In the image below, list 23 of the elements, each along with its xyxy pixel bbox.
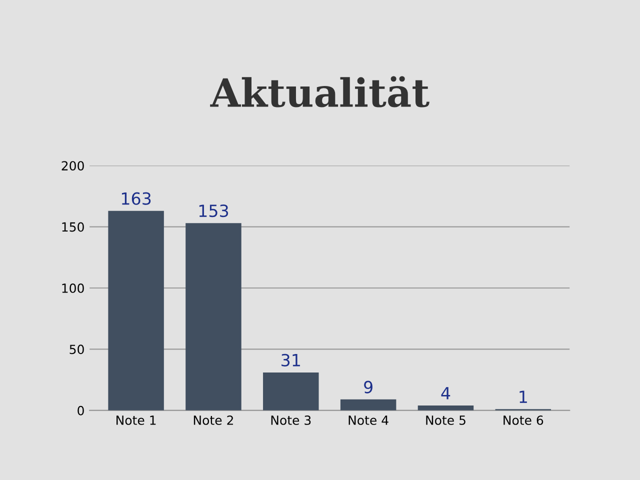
bar [108,210,164,410]
y-tick-label: 0 [78,406,84,416]
y-tick-label: 150 [62,222,84,232]
data-label: 9 [364,380,372,394]
data-label: 31 [282,354,300,366]
bar [263,372,319,410]
data-label: 163 [122,192,151,205]
bar [418,406,474,410]
data-label: 4 [441,387,450,400]
x-tick-label: Note 4 [348,416,388,425]
x-tick-label: Note 6 [504,415,544,425]
y-tick-label: 50 [70,344,84,354]
x-tick-label: Note 5 [426,416,466,425]
x-tick-label: Note 1 [116,416,156,425]
y-tick-label: 100 [62,283,84,293]
data-label: 153 [199,204,228,218]
bar [186,223,242,410]
bar [340,399,396,410]
x-tick-label: Note 2 [194,415,233,425]
chart-title: Aktualität [210,76,430,108]
data-label: 1 [520,390,527,403]
y-tick-label: 200 [62,161,84,171]
x-tick-label: Note 3 [271,415,311,425]
